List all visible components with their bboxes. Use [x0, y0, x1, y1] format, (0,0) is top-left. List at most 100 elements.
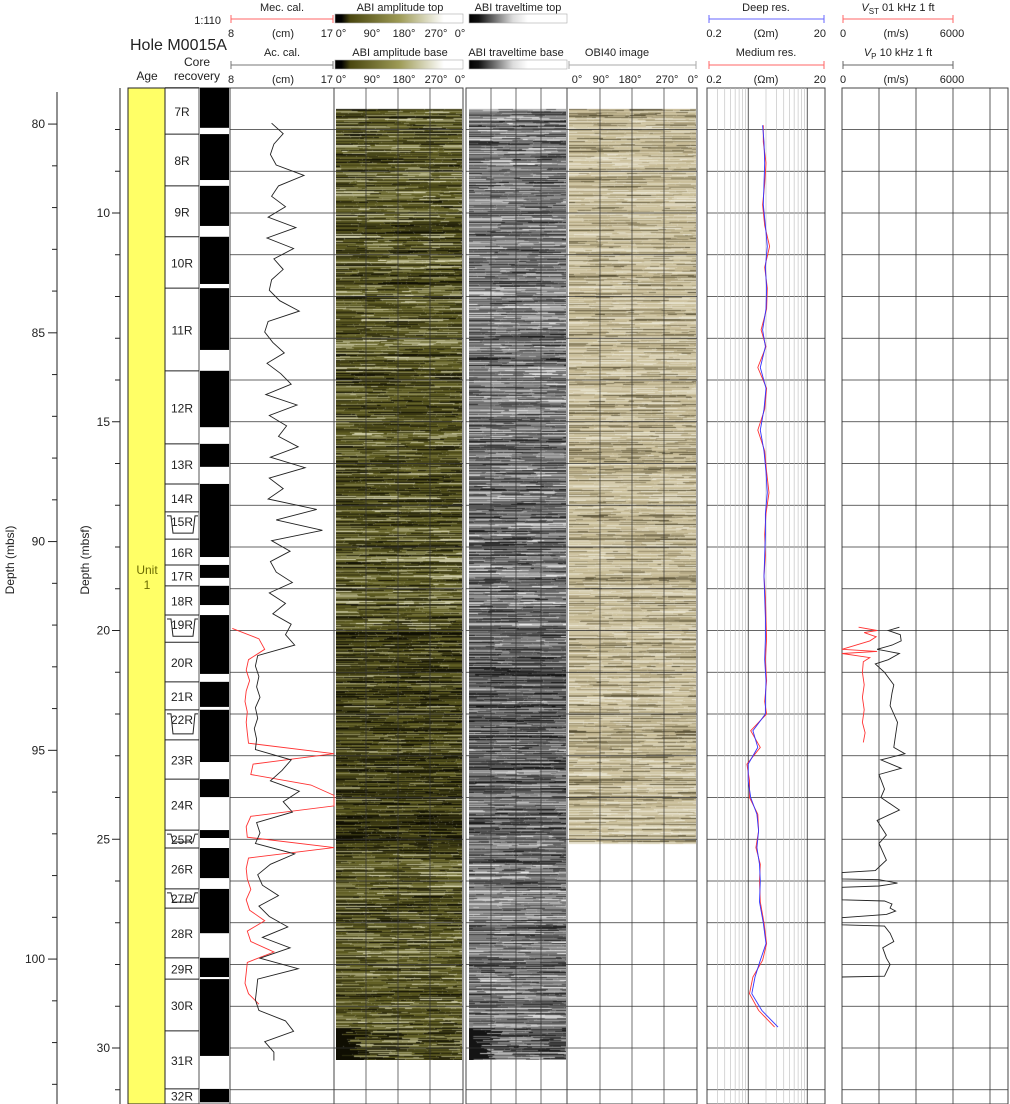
track-grids — [229, 87, 1009, 1104]
core-label: 32R — [171, 1090, 193, 1104]
core-label-column — [164, 87, 200, 1104]
abi-amp-top-colorbar — [334, 13, 464, 24]
core-bracket — [167, 713, 198, 735]
vp-scale-bar — [842, 61, 954, 69]
az-tick: 180° — [619, 74, 642, 86]
core-label: 20R — [171, 656, 193, 670]
abi-amp-base-colorbar — [334, 59, 464, 70]
y-axis-title-mbsl: Depth (mbsl) — [3, 526, 17, 595]
recovered-interval — [200, 236, 229, 284]
deep-res-unit: (Ωm) — [754, 28, 779, 40]
vst-scale-bar — [842, 15, 954, 23]
recovered-interval — [200, 134, 229, 181]
recovered-interval — [200, 615, 229, 674]
track-frame — [841, 87, 1009, 1104]
recovered-interval — [200, 830, 229, 838]
core-bracket — [167, 833, 198, 843]
medium-res-scale-bar — [708, 61, 825, 69]
ac-cal-min: 8 — [228, 74, 234, 86]
depth-axes: 80 85 90 95 100 10 15 20 25 30 — [25, 88, 121, 1104]
ac-cal-max: 17 — [321, 74, 333, 86]
core-label: 9R — [174, 205, 190, 219]
core-label: 14R — [171, 492, 193, 506]
core-column: 7R 8R 9R 10R 11R 12R 13R 14R 15R 16R 17R 18R 19R 20R 2… — [164, 87, 231, 1104]
core-label: 18R — [171, 594, 193, 608]
vst-curve — [841, 626, 878, 743]
az-tick: 0° — [455, 28, 466, 40]
abi-amp-base-title: ABI amplitude base — [352, 47, 447, 59]
recovered-interval — [200, 888, 229, 934]
core-label: 15R — [171, 515, 193, 529]
y-axis-title-mbsf: Depth (mbsf) — [78, 525, 92, 594]
mbsl-tick-label: 95 — [32, 743, 46, 757]
medium-res-title: Medium res. — [736, 47, 797, 59]
deep-res-curve — [747, 125, 779, 1028]
az-tick: 0° — [688, 74, 699, 86]
az-tick: 270° — [425, 74, 448, 86]
core-label: 13R — [171, 458, 193, 472]
abi-traveltime-image — [469, 100, 566, 1060]
scale-label: 1:110 — [194, 15, 221, 27]
track-frame — [229, 87, 335, 1104]
core-label: 22R — [171, 713, 193, 727]
vp-curve — [841, 626, 907, 978]
medium-res-unit: (Ωm) — [754, 74, 779, 86]
recovered-interval — [200, 585, 229, 606]
core-label: 29R — [171, 962, 193, 976]
az-tick: 0° — [572, 74, 583, 86]
age-header: Age — [136, 69, 158, 83]
medium-res-max: 20 — [814, 74, 826, 86]
abi-tt-base-title: ABI traveltime base — [468, 47, 563, 59]
abi-tt-top-title: ABI traveltime top — [475, 2, 562, 14]
core-label: 21R — [171, 690, 193, 704]
mec-cal-max: 17 — [321, 28, 333, 40]
mec-cal-min: 8 — [228, 28, 234, 40]
deep-res-min: 0.2 — [706, 28, 721, 40]
abi-amp-top-title: ABI amplitude top — [357, 2, 444, 14]
vp-max: 6000 — [940, 74, 964, 86]
vst-symbol: V — [861, 2, 870, 14]
core-label: 26R — [171, 862, 193, 876]
az-tick: 90° — [364, 74, 381, 86]
core-label: 27R — [171, 892, 193, 906]
recovered-interval — [200, 709, 229, 763]
az-tick: 0° — [336, 28, 347, 40]
deep-res-title: Deep res. — [742, 2, 790, 14]
mec-cal-title: Mec. cal. — [260, 2, 304, 14]
recovered-interval — [200, 564, 229, 578]
recovered-interval — [200, 87, 229, 128]
medium-res-min: 0.2 — [706, 74, 721, 86]
mbsf-tick-label: 15 — [97, 415, 111, 429]
core-label: 19R — [171, 618, 193, 632]
core-label: 24R — [171, 799, 193, 813]
unit-label-1: Unit — [136, 563, 158, 577]
mec-cal-scale-bar — [230, 15, 334, 23]
vp-rest: 10 kHz 1 ft — [877, 47, 933, 59]
track-frame — [333, 87, 464, 1104]
deep-res-max: 20 — [814, 28, 826, 40]
mbsl-tick-label: 90 — [32, 535, 46, 549]
recovered-interval — [200, 288, 229, 350]
vst-subscript: ST — [869, 7, 879, 16]
mbsf-tick-label: 20 — [97, 624, 111, 638]
vp-title: VP 10 kHz 1 ft — [864, 47, 932, 61]
deep-res-scale-bar — [708, 15, 825, 23]
recovered-interval — [200, 370, 229, 428]
unit-1-column — [127, 87, 166, 1104]
core-label: 31R — [171, 1054, 193, 1068]
vp-min: 0 — [840, 74, 846, 86]
vst-max: 6000 — [940, 28, 964, 40]
recovered-interval — [200, 779, 229, 798]
ac-cal-scale-bar — [230, 61, 334, 69]
abi-tt-top-colorbar — [468, 13, 568, 24]
obi-scale-bar — [568, 61, 697, 69]
recovered-interval — [200, 848, 229, 879]
recovered-interval — [200, 443, 229, 467]
log-curves — [232, 122, 907, 1061]
unit-label-2: 1 — [144, 578, 151, 592]
vst-unit: (m/s) — [883, 28, 908, 40]
core-label: 12R — [171, 401, 193, 415]
core-label: 17R — [171, 569, 193, 583]
vst-min: 0 — [840, 28, 846, 40]
ac-cal-unit: (cm) — [272, 74, 294, 86]
